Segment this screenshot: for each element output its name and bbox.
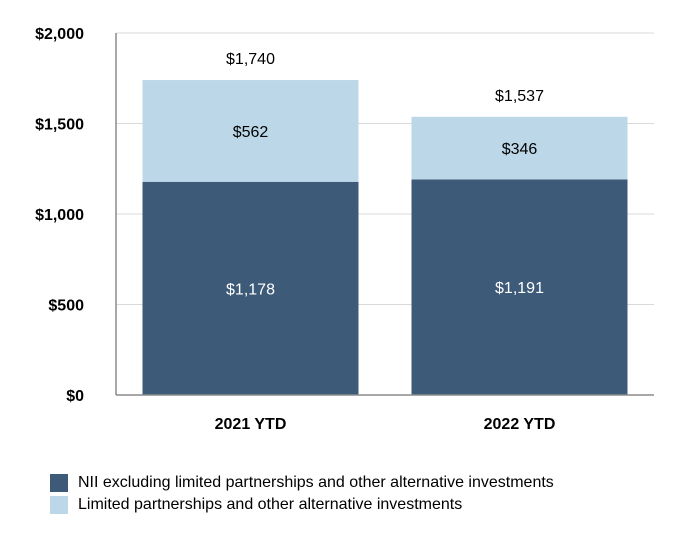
axes [115,33,654,396]
bars [142,80,628,395]
bar-nii-1 [411,179,628,395]
labels: $0 $500 $1,000 $1,500 $2,000 $1,178 $562 $1,740… [35,26,555,433]
data-label: $1,191 [495,280,544,297]
total-label: $1,537 [495,88,544,105]
legend-item-lp: Limited partnerships and other alternati… [50,494,554,516]
y-tick-label: $500 [48,298,84,315]
legend: NII excluding limited partnerships and o… [50,472,554,516]
legend-label-lp: Limited partnerships and other alternati… [78,496,463,513]
x-category-label: 2022 YTD [484,416,556,433]
y-tick-label: $0 [66,388,84,405]
data-label: $562 [233,124,269,141]
data-label: $346 [502,141,538,158]
legend-item-nii: NII excluding limited partnerships and o… [50,472,554,494]
x-category-label: 2021 YTD [215,416,287,433]
y-tick-label: $1,000 [35,207,84,224]
y-tick-label: $2,000 [35,26,84,43]
data-label: $1,178 [226,281,275,298]
chart: $0 $500 $1,000 $1,500 $2,000 $1,178 $562 $1,740… [35,26,654,433]
bar-lp-0 [142,80,359,182]
bar-nii-0 [142,181,359,395]
total-label: $1,740 [226,51,275,68]
legend-swatch-nii [50,474,68,492]
bar-lp-1 [411,116,628,180]
legend-label-nii: NII excluding limited partnerships and o… [78,474,554,491]
y-tick-label: $1,500 [35,117,84,134]
legend-swatch-lp [50,496,68,514]
